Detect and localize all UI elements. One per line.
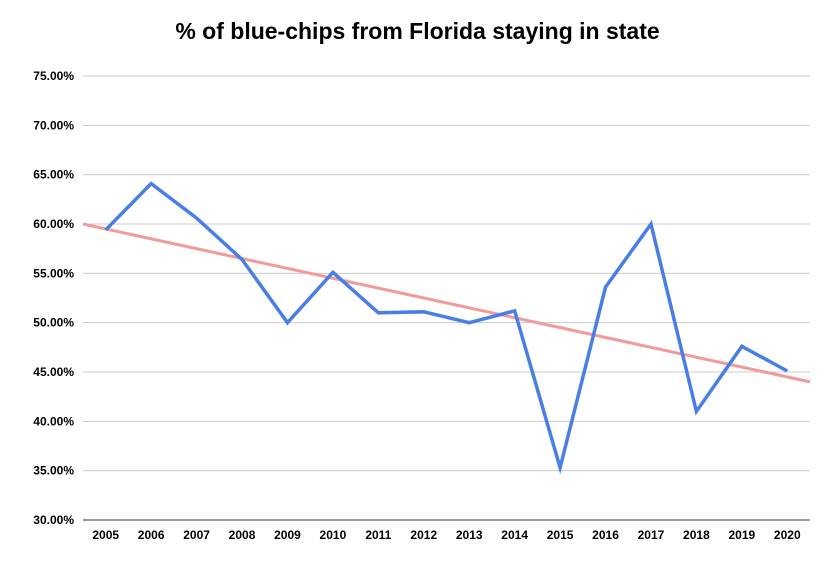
x-tick-label: 2012 [410,528,437,542]
trendline-layer [82,222,811,384]
x-tick-label: 2007 [183,528,210,542]
x-tick-label: 2019 [728,528,755,542]
x-tick-label: 2011 [365,528,391,542]
chart-title: % of blue-chips from Florida staying in … [175,18,660,44]
x-axis-ticks: 2005 2006 2007 2008 2009 2010 2011 2012 2013 2014… [92,528,801,542]
x-tick-label: 2008 [229,528,256,542]
x-tick-label: 2016 [592,528,619,542]
series-layer [104,181,789,475]
x-tick-label: 2015 [547,528,574,542]
x-tick-label: 2005 [92,528,119,542]
y-tick-label: 30.00% [33,513,74,527]
y-tick-label: 60.00% [33,217,74,231]
y-tick-label: 50.00% [33,316,74,330]
y-tick-label: 35.00% [33,464,74,478]
y-tick-label: 55.00% [33,266,74,280]
y-tick-label: 70.00% [33,118,74,132]
x-tick-label: 2013 [456,528,483,542]
x-tick-label: 2009 [274,528,301,542]
series-line [104,181,789,475]
y-tick-label: 40.00% [33,414,74,428]
trendline [82,222,811,384]
y-tick-label: 65.00% [33,168,74,182]
grid-lines [83,75,810,521]
y-axis-ticks: 75.00% 70.00% 65.00% 60.00% 55.00% 50.00% 45.0… [33,69,74,527]
x-tick-label: 2020 [774,528,801,542]
x-tick-label: 2017 [638,528,665,542]
y-tick-label: 75.00% [33,69,74,83]
x-tick-label: 2010 [320,528,347,542]
x-tick-label: 2018 [683,528,710,542]
x-tick-label: 2006 [138,528,165,542]
y-tick-label: 45.00% [33,365,74,379]
x-tick-label: 2014 [501,528,528,542]
